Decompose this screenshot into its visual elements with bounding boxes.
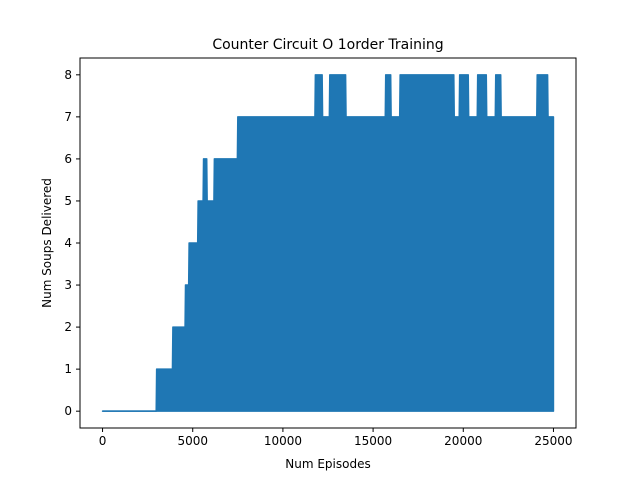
x-tick-label: 10000: [264, 434, 302, 448]
x-axis-label: Num Episodes: [285, 457, 370, 471]
x-tick-label: 0: [99, 434, 107, 448]
y-tick-label: 1: [64, 362, 72, 376]
x-tick-label: 15000: [354, 434, 392, 448]
x-axis: 0 5000 10000 15000 20000 25000: [99, 428, 573, 448]
y-axis: 0 1 2 3 4 5 6 7 8: [64, 68, 80, 418]
y-tick-label: 2: [64, 320, 72, 334]
y-tick-label: 6: [64, 152, 72, 166]
chart-title: Counter Circuit O 1order Training: [212, 37, 443, 53]
y-axis-label: Num Soups Delivered: [40, 178, 54, 308]
x-tick-label: 20000: [444, 434, 482, 448]
series-line: [101, 74, 555, 412]
x-tick-label: 25000: [534, 434, 572, 448]
y-tick-label: 7: [64, 110, 72, 124]
x-tick-label: 5000: [177, 434, 208, 448]
y-tick-label: 0: [64, 404, 72, 418]
y-tick-label: 8: [64, 68, 72, 82]
y-tick-label: 5: [64, 194, 72, 208]
y-tick-label: 3: [64, 278, 72, 292]
plot-area: [101, 74, 555, 412]
y-tick-label: 4: [64, 236, 72, 250]
